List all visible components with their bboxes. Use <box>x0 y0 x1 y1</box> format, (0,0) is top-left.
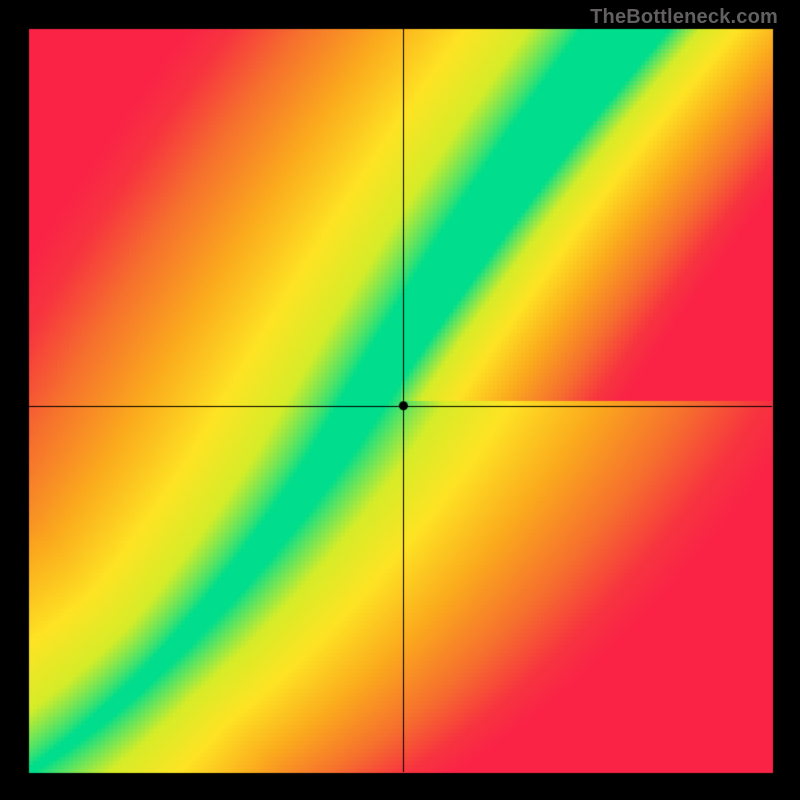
watermark-text: TheBottleneck.com <box>590 6 778 29</box>
chart-root: TheBottleneck.com <box>0 0 800 800</box>
bottleneck-heatmap-canvas <box>0 0 800 800</box>
